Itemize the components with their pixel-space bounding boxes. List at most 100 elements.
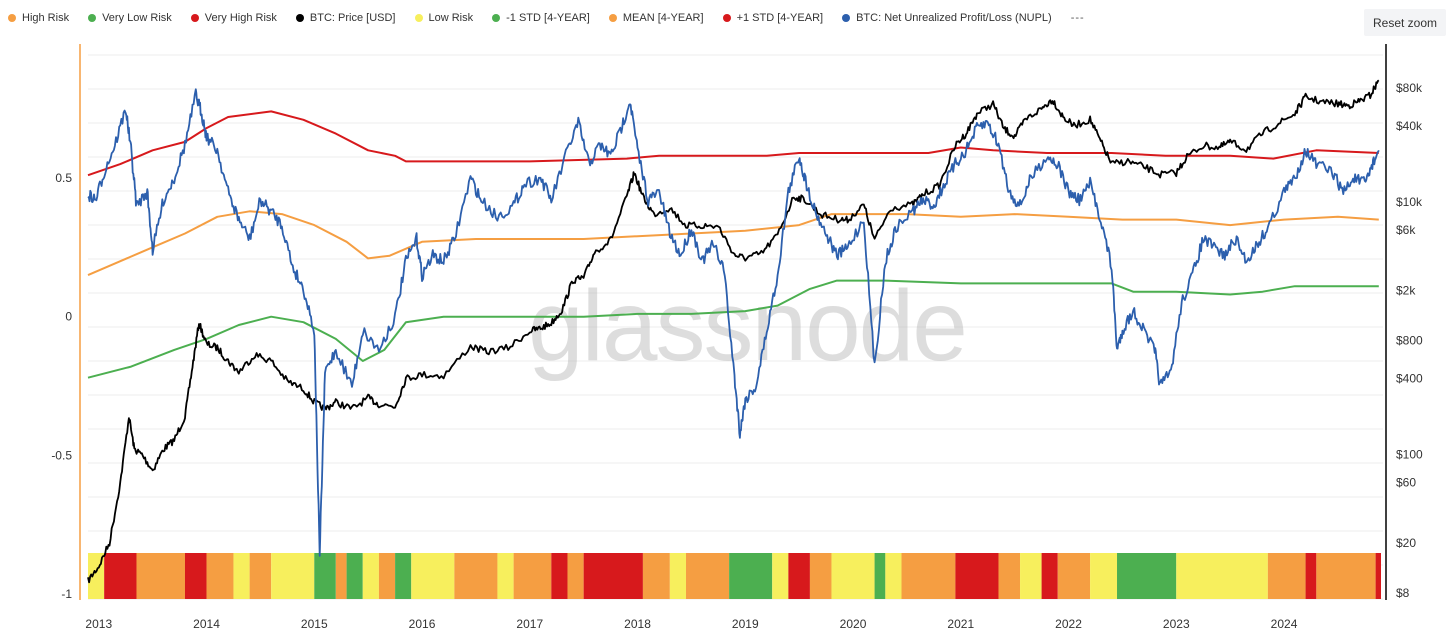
right-y-tick-label: $6k	[1396, 223, 1416, 237]
risk-band-segment	[1090, 553, 1118, 599]
series-lines	[87, 79, 1380, 584]
legend-item[interactable]: Very High Risk	[190, 12, 277, 24]
risk-band-segment	[788, 553, 810, 599]
legend-label: MEAN [4-YEAR]	[622, 12, 704, 24]
risk-band-segment	[831, 553, 875, 599]
right-y-tick-label: $80k	[1396, 81, 1423, 95]
legend-item[interactable]: +1 STD [4-YEAR]	[722, 12, 824, 24]
risk-band-segment	[233, 553, 250, 599]
right-y-tick-label: $400	[1396, 372, 1423, 386]
x-tick-label: 2016	[409, 617, 436, 631]
legend-item[interactable]: BTC: Net Unrealized Profit/Loss (NUPL)	[842, 12, 1052, 24]
right-y-tick-label: $60	[1396, 476, 1416, 490]
legend-label: Very Low Risk	[102, 12, 172, 24]
risk-band-segment	[249, 553, 272, 599]
minus-one-std-line	[87, 279, 1379, 379]
risk-band-segment	[772, 553, 789, 599]
risk-band-segment	[998, 553, 1021, 599]
risk-band-segment	[362, 553, 379, 599]
risk-band-segment	[136, 553, 185, 599]
risk-band-segment	[583, 553, 643, 599]
legend-dot-icon	[722, 14, 731, 22]
risk-band-segment	[1057, 553, 1091, 599]
left-y-tick-label: -1	[61, 587, 72, 601]
legend-item[interactable]: Low Risk	[414, 12, 474, 24]
risk-band-segment	[335, 553, 347, 599]
left-y-tick-label: 0	[65, 310, 72, 324]
left-y-axis-ticks: 0.5 0 -0.5 -1	[51, 171, 72, 601]
right-y-axis-ticks: $8 $20 $60 $100 $400 $800 $2k $6k $10k $40k $80k	[1396, 81, 1423, 600]
risk-band-segment	[395, 553, 412, 599]
right-y-tick-label: $10k	[1396, 195, 1423, 209]
left-y-tick-label: 0.5	[55, 171, 72, 185]
risk-band-segment	[874, 553, 886, 599]
risk-band-segment	[669, 553, 687, 599]
btc-price-line	[87, 79, 1380, 584]
legend-dot-icon	[190, 14, 199, 22]
axes	[79, 44, 1387, 600]
risk-band-segment	[955, 553, 999, 599]
legend-more-toggle[interactable]: ---	[1070, 12, 1085, 24]
risk-band-segment	[901, 553, 956, 599]
legend-label: +1 STD [4-YEAR]	[736, 12, 824, 24]
risk-band-segment	[729, 553, 773, 599]
legend-label: BTC: Price [USD]	[309, 12, 396, 24]
risk-band-segment	[314, 553, 336, 599]
legend-item[interactable]: BTC: Price [USD]	[295, 12, 396, 24]
right-y-tick-label: $40k	[1396, 119, 1423, 133]
risk-band	[88, 553, 1381, 599]
risk-band-segment	[1117, 553, 1177, 599]
right-y-tick-label: $20	[1396, 536, 1416, 550]
risk-band-segment	[1375, 553, 1381, 599]
risk-band-segment	[346, 553, 363, 599]
legend-label: Very High Risk	[204, 12, 277, 24]
risk-band-segment	[1316, 553, 1376, 599]
x-tick-label: 2024	[1271, 617, 1298, 631]
risk-band-segment	[411, 553, 455, 599]
risk-band-segment	[551, 553, 568, 599]
x-tick-label: 2022	[1055, 617, 1082, 631]
legend-item[interactable]: Very Low Risk	[88, 12, 172, 24]
x-tick-label: 2015	[301, 617, 328, 631]
nupl-line	[87, 88, 1380, 557]
legend-label: -1 STD [4-YEAR]	[506, 12, 590, 24]
x-tick-label: 2023	[1163, 617, 1190, 631]
risk-band-segment	[1041, 553, 1058, 599]
legend-dot-icon	[295, 14, 304, 22]
risk-band-segment	[513, 553, 552, 599]
legend-dot-icon	[842, 14, 851, 22]
risk-band-segment	[271, 553, 315, 599]
risk-band-segment	[497, 553, 514, 599]
right-y-tick-label: $100	[1396, 448, 1423, 462]
x-tick-label: 2013	[85, 617, 112, 631]
x-axis-ticks: 2013 2014 2015 2016 2017 2018 2019 2020 2021 2022…	[85, 617, 1297, 631]
right-y-tick-label: $8	[1396, 586, 1410, 600]
legend-item[interactable]: High Risk	[8, 12, 69, 24]
risk-band-segment	[184, 553, 207, 599]
risk-band-segment	[686, 553, 730, 599]
x-tick-label: 2017	[516, 617, 543, 631]
risk-band-segment	[104, 553, 137, 599]
legend-label: Low Risk	[428, 12, 474, 24]
right-y-tick-label: $800	[1396, 334, 1423, 348]
legend-dot-icon	[492, 14, 501, 22]
legend-dot-icon	[608, 14, 617, 22]
risk-band-segment	[567, 553, 584, 599]
mean-line	[87, 210, 1379, 277]
plus-one-std-line	[87, 110, 1379, 177]
left-y-tick-label: -0.5	[51, 448, 72, 462]
risk-band-segment	[1267, 553, 1306, 599]
legend-dot-icon	[88, 14, 97, 22]
risk-band-segment	[454, 553, 498, 599]
risk-band-segment	[1305, 553, 1317, 599]
legend-item[interactable]: -1 STD [4-YEAR]	[492, 12, 590, 24]
risk-band-segment	[206, 553, 234, 599]
legend-dot-icon	[414, 14, 423, 22]
right-y-tick-label: $2k	[1396, 283, 1416, 297]
x-tick-label: 2018	[624, 617, 651, 631]
risk-band-segment	[378, 553, 396, 599]
risk-band-segment	[885, 553, 902, 599]
legend-item[interactable]: MEAN [4-YEAR]	[608, 12, 704, 24]
reset-zoom-button[interactable]: Reset zoom	[1364, 9, 1446, 36]
